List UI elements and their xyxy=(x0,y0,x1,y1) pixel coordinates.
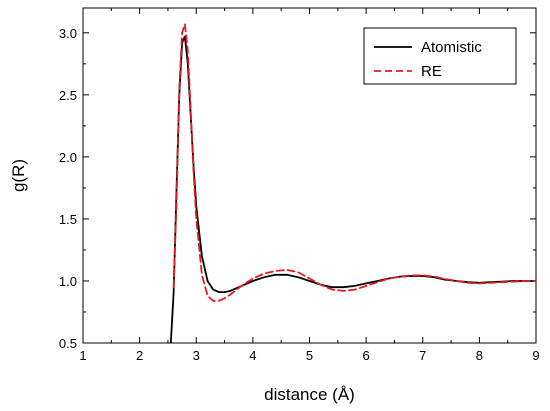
axis-tick-labels: 1 2 3 4 5 6 7 8 9 0.5 1.0 1.5 2.0 2.5 3.0 xyxy=(59,26,540,363)
x-tick-label: 5 xyxy=(306,348,313,363)
x-tick-label: 7 xyxy=(419,348,426,363)
legend-label-re: RE xyxy=(421,63,442,80)
x-tick-label: 3 xyxy=(193,348,200,363)
x-axis-label: distance (Å) xyxy=(264,385,355,404)
axis-ticks xyxy=(82,8,537,344)
y-tick-label: 2.5 xyxy=(59,88,77,103)
y-tick-label: 0.5 xyxy=(59,336,77,351)
legend-box xyxy=(363,27,517,85)
series-layer xyxy=(169,23,536,343)
y-tick-label: 3.0 xyxy=(59,26,77,41)
x-tick-label: 6 xyxy=(363,348,370,363)
x-tick-label: 4 xyxy=(249,348,256,363)
legend-label-atomistic: Atomistic xyxy=(421,39,482,56)
x-tick-label: 8 xyxy=(476,348,483,363)
x-tick-label: 9 xyxy=(532,348,539,363)
y-tick-label: 1.5 xyxy=(59,212,77,227)
y-tick-label: 1.0 xyxy=(59,274,77,289)
series-line-re xyxy=(172,23,536,302)
legend: Atomistic RE xyxy=(363,27,517,85)
x-tick-label: 2 xyxy=(136,348,143,363)
y-axis-label: g(R) xyxy=(9,159,28,192)
y-tick-label: 2.0 xyxy=(59,150,77,165)
x-tick-label: 1 xyxy=(79,348,86,363)
